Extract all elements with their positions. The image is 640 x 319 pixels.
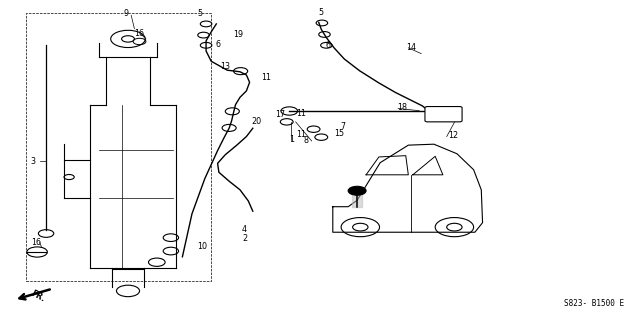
Text: 6: 6 <box>216 40 221 48</box>
Text: 15: 15 <box>334 130 344 138</box>
Text: 4: 4 <box>242 225 247 234</box>
Polygon shape <box>352 188 362 207</box>
Text: 8: 8 <box>304 137 309 145</box>
Text: 19: 19 <box>234 30 244 39</box>
Text: 17: 17 <box>275 110 285 119</box>
Text: 16: 16 <box>31 238 41 247</box>
Text: 3: 3 <box>31 157 36 166</box>
Text: 11: 11 <box>261 73 271 82</box>
Text: 5: 5 <box>197 9 202 18</box>
Text: 7: 7 <box>340 122 346 130</box>
FancyBboxPatch shape <box>425 107 462 122</box>
Text: 13: 13 <box>220 63 230 71</box>
Text: 18: 18 <box>397 103 407 112</box>
Text: 10: 10 <box>197 242 207 251</box>
Text: 6: 6 <box>325 41 330 50</box>
Text: 20: 20 <box>252 117 262 126</box>
Text: 12: 12 <box>448 131 458 140</box>
Text: 5: 5 <box>319 8 324 17</box>
Text: FR.: FR. <box>30 289 47 304</box>
Text: 11: 11 <box>296 130 306 139</box>
Text: 2: 2 <box>242 234 247 243</box>
Text: 16: 16 <box>134 29 145 38</box>
Text: 11: 11 <box>296 109 306 118</box>
Text: S823- B1500 E: S823- B1500 E <box>564 299 624 308</box>
Text: 1: 1 <box>289 135 294 144</box>
Circle shape <box>348 186 366 195</box>
Text: 14: 14 <box>406 43 417 52</box>
Polygon shape <box>333 144 483 232</box>
Text: 9: 9 <box>124 9 129 18</box>
